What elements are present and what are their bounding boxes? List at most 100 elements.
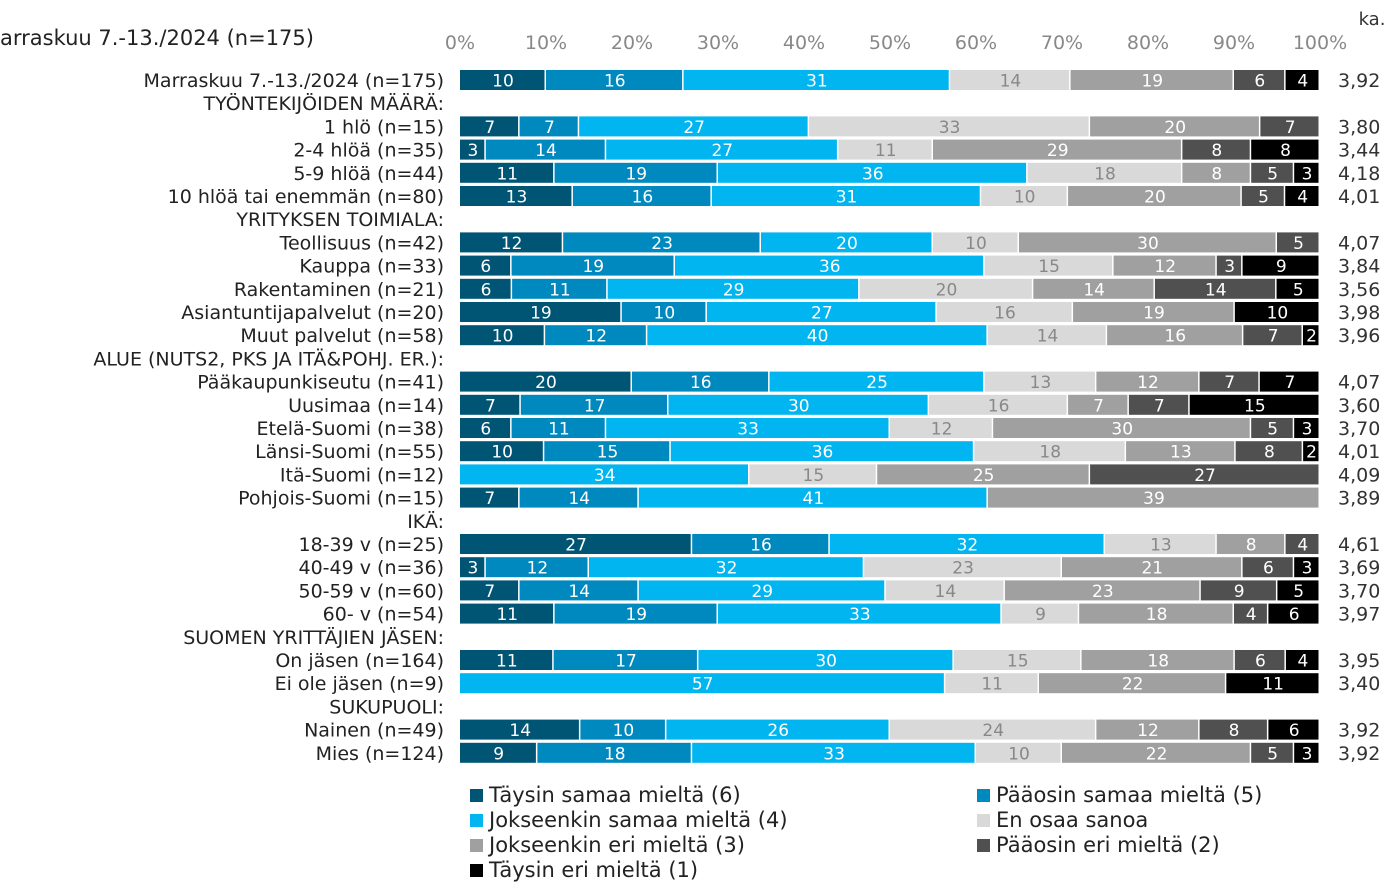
bar-segment <box>485 139 605 160</box>
data-label: 14 <box>935 582 957 602</box>
bar-segment <box>638 487 987 508</box>
data-label: 20 <box>836 234 858 254</box>
avg-value: 3,89 <box>1338 488 1380 510</box>
data-label: 13 <box>506 188 528 208</box>
data-label: 4 <box>1297 536 1308 556</box>
data-label: 39 <box>1143 489 1165 509</box>
bar-segment <box>890 418 992 438</box>
data-label: 36 <box>819 257 841 277</box>
data-label: 41 <box>803 489 825 509</box>
bar-segment <box>1294 557 1319 578</box>
data-label: 18 <box>1147 652 1169 672</box>
bar-segment <box>1182 139 1250 160</box>
bar-segment <box>460 394 520 415</box>
data-label: 9 <box>493 744 504 764</box>
data-label: 19 <box>1143 304 1165 324</box>
bar-segment <box>460 487 519 508</box>
data-label: 12 <box>931 420 953 440</box>
data-label: 10 <box>654 304 676 324</box>
data-label: 32 <box>716 559 738 579</box>
bar-segment <box>512 278 607 299</box>
bar-segment <box>668 394 928 415</box>
row-label: Uusimaa (n=14) <box>288 395 444 417</box>
data-label: 31 <box>836 188 858 208</box>
data-label: 4 <box>1246 605 1257 625</box>
row-label: 60- v (n=54) <box>323 604 444 626</box>
bar-segment <box>1128 394 1189 415</box>
bar-segment <box>460 418 511 438</box>
data-label: 12 <box>585 327 607 347</box>
data-label: 6 <box>1254 72 1265 92</box>
row-label: Nainen (n=49) <box>304 720 444 742</box>
data-label: 5 <box>1293 280 1304 300</box>
bar-segment <box>460 441 543 462</box>
bar-segment <box>460 232 562 253</box>
data-label: 14 <box>535 141 557 161</box>
row-label: Itä-Suomi (n=12) <box>280 464 444 486</box>
bar-segment <box>1277 580 1319 601</box>
bar-segment <box>1242 557 1293 578</box>
avg-value: 3,69 <box>1338 557 1380 579</box>
data-label: 30 <box>788 396 810 416</box>
avg-value: 4,07 <box>1338 372 1380 394</box>
bar-segment <box>718 603 1001 624</box>
data-label: 3 <box>1302 744 1313 764</box>
bar-segment <box>511 418 605 438</box>
data-label: 19 <box>625 605 647 625</box>
bar-segment <box>1216 255 1242 276</box>
data-label: 8 <box>1211 164 1222 184</box>
bar-segment <box>1285 534 1319 554</box>
data-label: 4 <box>1298 652 1309 672</box>
bar-segment <box>1251 418 1293 438</box>
bar-segment <box>621 302 706 322</box>
bar-segment <box>460 557 485 578</box>
row-label: Teollisuus (n=42) <box>279 232 444 254</box>
data-label: 8 <box>1229 721 1240 741</box>
data-label: 4 <box>1297 188 1308 208</box>
bar-segment <box>809 116 1089 137</box>
bar-segment <box>1096 371 1199 392</box>
bar-segment <box>885 580 1004 601</box>
data-label: 15 <box>1038 257 1060 277</box>
data-label: 18 <box>1094 164 1116 184</box>
bar-segment <box>974 441 1125 462</box>
bar-segment <box>460 603 554 624</box>
avg-value: 3,80 <box>1338 116 1380 138</box>
data-label: 24 <box>982 721 1004 741</box>
bar-segment <box>1234 603 1267 624</box>
avg-header: ka. <box>1359 9 1386 30</box>
bar-segment <box>993 418 1250 438</box>
bar-segment <box>936 302 1072 322</box>
bar-segment <box>711 186 980 206</box>
row-label: 2-4 hlöä (n=35) <box>293 140 444 162</box>
row-label: Pääkaupunkiseutu (n=41) <box>197 372 444 394</box>
bar-segment <box>460 278 511 299</box>
row-label: Ei ole jäsen (n=9) <box>275 673 444 695</box>
x-tick-label: 80% <box>1127 32 1169 54</box>
data-label: 15 <box>803 466 825 486</box>
data-label: 6 <box>481 280 492 300</box>
bar-segment <box>769 371 984 392</box>
data-label: 33 <box>823 744 845 764</box>
bar-segment <box>537 742 691 763</box>
legend-swatch <box>470 814 483 827</box>
bar-segment <box>1268 719 1319 740</box>
bar-segment <box>1062 742 1250 763</box>
x-tick-label: 30% <box>697 32 739 54</box>
data-label: 7 <box>1268 327 1279 347</box>
data-label: 8 <box>1264 443 1275 463</box>
data-label: 2 <box>1306 443 1317 463</box>
bar-segment <box>511 255 674 276</box>
bar-segment <box>563 232 760 253</box>
bar-segment <box>1113 255 1216 276</box>
data-label: 2 <box>1306 327 1317 347</box>
data-label: 11 <box>981 675 1003 695</box>
data-label: 40 <box>807 327 829 347</box>
avg-value: 3,92 <box>1338 70 1380 92</box>
bar-segment <box>519 580 638 601</box>
data-label: 3 <box>1302 559 1313 579</box>
data-label: 19 <box>530 304 552 324</box>
bar-segment <box>1004 580 1200 601</box>
data-label: 8 <box>1280 141 1291 161</box>
bar-segment <box>1234 302 1319 322</box>
